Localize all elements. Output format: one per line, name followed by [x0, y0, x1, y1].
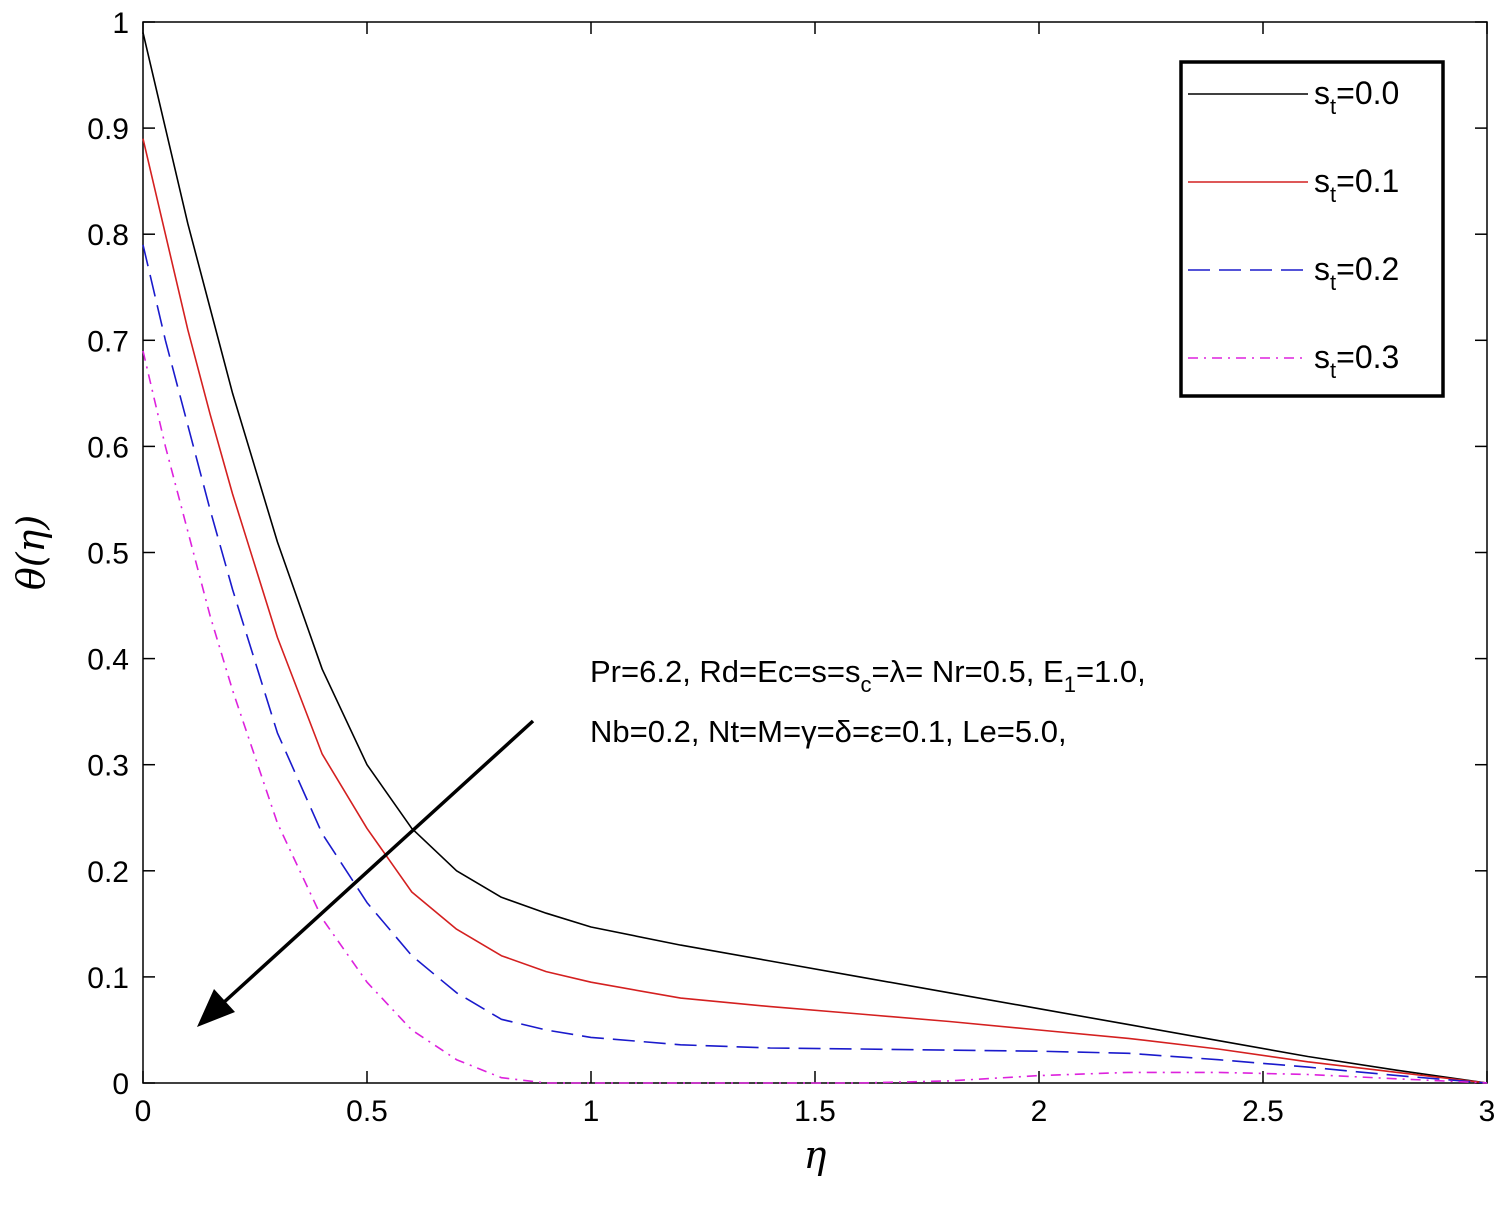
y-tick-label: 0.2 [87, 856, 129, 889]
x-tick-label: 1.5 [794, 1095, 836, 1128]
legend-box [1179, 60, 1445, 398]
annotation-line-1-part-b: =λ= Nr=0.5, E [872, 654, 1064, 689]
y-tick-label: 0.5 [87, 538, 129, 571]
legend-label-1: st=0.1 [1314, 163, 1399, 207]
legend-label-0: st=0.0 [1314, 75, 1399, 119]
annotation-line-1-part-c: =1.0, [1076, 654, 1146, 689]
y-tick-label: 0.6 [87, 431, 129, 464]
annotation-line-1: Pr=6.2, Rd=Ec=s=sc=λ= Nr=0.5, E1=1.0, [590, 654, 1146, 697]
x-tick-label: 1 [583, 1095, 600, 1128]
series-line-0 [142, 32, 1488, 1084]
legend-label-value: =0.3 [1336, 339, 1399, 375]
legend-label-value: =0.0 [1336, 75, 1399, 111]
x-tick-label: 2.5 [1242, 1095, 1284, 1128]
y-tick-label: 0.7 [87, 325, 129, 358]
legend-label-value: =0.1 [1336, 163, 1399, 199]
y-tick-label: 0.9 [87, 113, 129, 146]
legend-label-2: st=0.2 [1314, 251, 1399, 295]
x-tick-label: 3 [1479, 1095, 1496, 1128]
x-tick-label: 0 [135, 1095, 152, 1128]
trend-arrow [197, 719, 535, 1027]
series-line-2 [142, 244, 1488, 1084]
y-tick-label: 0 [112, 1068, 129, 1101]
legend-label-subscript: t [1330, 270, 1336, 295]
series-lines [142, 32, 1488, 1084]
x-tick-label: 0.5 [346, 1095, 388, 1128]
legend-label-main: s [1314, 251, 1330, 287]
legend-label-value: =0.2 [1336, 251, 1399, 287]
x-tick-label: 2 [1031, 1095, 1048, 1128]
y-tick-label: 0.8 [87, 219, 129, 252]
x-axis-title: η [804, 1133, 827, 1177]
parameter-annotation: Pr=6.2, Rd=Ec=s=sc=λ= Nr=0.5, E1=1.0, Nb… [590, 654, 1146, 749]
legend-label-subscript: t [1330, 182, 1336, 207]
legend-label-main: s [1314, 75, 1330, 111]
annotation-line-2: Nb=0.2, Nt=M=γ=δ=ε=0.1, Le=5.0, [590, 714, 1067, 749]
y-tick-label: 0.3 [87, 750, 129, 783]
legend-label-subscript: t [1330, 358, 1336, 383]
trend-arrow-head [197, 989, 235, 1027]
legend-label-main: s [1314, 339, 1330, 375]
series-line-1 [142, 138, 1488, 1084]
y-axis-title: θ(η) [9, 515, 53, 590]
x-axis-ticks: 0 0.5 1 1.5 2 2.5 3 [135, 22, 1496, 1128]
annotation-line-1-sub-1: 1 [1064, 672, 1076, 697]
annotation-line-1-part-a: Pr=6.2, Rd=Ec=s=s [590, 654, 861, 689]
y-axis-ticks: 0 0.1 0.2 0.3 0.4 0.5 0.6 0.7 0.8 0.9 1 [87, 7, 1487, 1101]
annotation-line-1-sub-c: c [861, 672, 872, 697]
legend-label-main: s [1314, 163, 1330, 199]
legend-label-subscript: t [1330, 94, 1336, 119]
trend-arrow-shaft [220, 719, 535, 1006]
y-tick-label: 1 [112, 7, 129, 40]
legend-label-3: st=0.3 [1314, 339, 1399, 383]
y-tick-label: 0.4 [87, 644, 129, 677]
y-tick-label: 0.1 [87, 962, 129, 995]
legend: st=0.0st=0.1st=0.2st=0.3 [1179, 60, 1445, 398]
